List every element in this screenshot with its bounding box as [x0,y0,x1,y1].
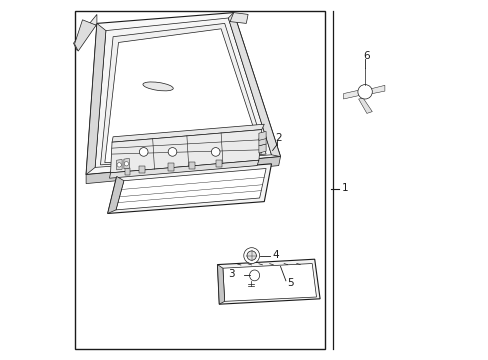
Polygon shape [75,20,96,51]
Polygon shape [343,90,359,99]
Bar [189,162,195,169]
Text: 3: 3 [227,269,234,279]
Polygon shape [112,124,264,142]
Polygon shape [123,158,129,169]
Polygon shape [86,157,280,184]
Polygon shape [358,98,371,113]
Text: 6: 6 [363,51,369,61]
Circle shape [244,248,259,264]
Polygon shape [104,29,261,163]
Polygon shape [86,23,106,175]
Polygon shape [110,130,261,173]
Polygon shape [109,160,258,178]
Bar [75,11,325,349]
Polygon shape [258,131,265,140]
Circle shape [357,85,371,99]
Polygon shape [230,13,247,23]
Bar [139,166,144,173]
Polygon shape [217,265,224,304]
Polygon shape [223,264,316,301]
Bar [124,168,130,175]
Polygon shape [258,144,265,153]
Ellipse shape [142,82,173,91]
Ellipse shape [249,270,259,281]
Circle shape [246,251,256,260]
Polygon shape [217,259,320,304]
Polygon shape [101,23,265,165]
Circle shape [139,148,148,156]
Polygon shape [107,164,271,213]
Bar [167,163,173,171]
Polygon shape [73,14,97,50]
Circle shape [124,162,128,166]
Text: 5: 5 [286,278,293,288]
Polygon shape [116,168,265,210]
Polygon shape [228,13,280,157]
Polygon shape [95,18,271,167]
Polygon shape [370,85,384,94]
Text: 1: 1 [341,183,347,193]
Text: 4: 4 [272,249,279,260]
Polygon shape [117,159,122,170]
Polygon shape [86,13,280,175]
Bar [216,160,222,167]
Polygon shape [107,176,123,213]
Text: 2: 2 [275,132,282,143]
Polygon shape [258,137,265,146]
Circle shape [117,163,121,167]
Circle shape [211,148,220,156]
Circle shape [168,148,177,156]
